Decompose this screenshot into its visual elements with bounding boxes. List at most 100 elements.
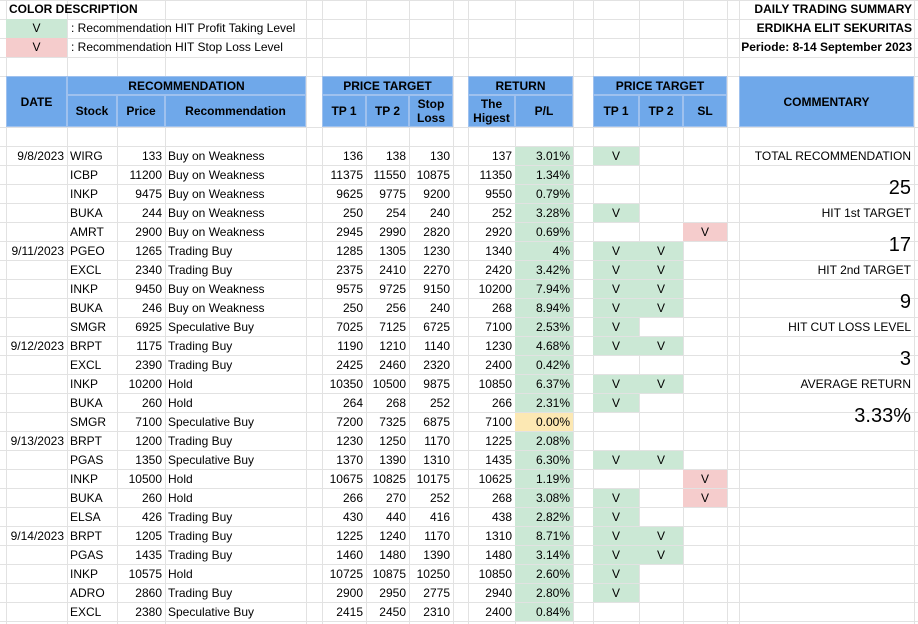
cell-date bbox=[6, 508, 67, 526]
cell-pl: 2.60% bbox=[515, 565, 573, 583]
cell-date bbox=[6, 489, 67, 507]
cell-stop-loss: 2270 bbox=[423, 263, 450, 277]
cell-date bbox=[6, 394, 67, 412]
cell-hit-tp1: V bbox=[593, 318, 639, 336]
cell-hit-tp1 bbox=[593, 432, 639, 450]
cell-price: 10500 bbox=[128, 472, 162, 486]
legend-red-swatch: V bbox=[6, 38, 67, 57]
cell-price: 9450 bbox=[135, 282, 162, 296]
header-price-target-group: PRICE TARGET bbox=[322, 76, 453, 95]
cell-highest: 7100 bbox=[485, 415, 512, 429]
cell-hit-tp1: V bbox=[593, 451, 639, 469]
cell-hit-tp2 bbox=[639, 565, 683, 583]
header-stock: Stock bbox=[67, 95, 117, 127]
cell-hit-sl bbox=[683, 584, 727, 602]
cell-tp2: 10825 bbox=[372, 472, 406, 486]
cell-stock: PGAS bbox=[70, 453, 104, 467]
grid-hline bbox=[0, 165, 918, 166]
cell-hit-sl bbox=[683, 204, 727, 222]
commentary-total-value: 25 bbox=[888, 177, 911, 199]
cell-date bbox=[6, 318, 67, 336]
cell-price: 1265 bbox=[135, 244, 162, 258]
cell-hit-sl bbox=[683, 451, 727, 469]
cell-hit-tp1 bbox=[593, 413, 639, 431]
cell-recommendation: Trading Buy bbox=[168, 244, 233, 258]
cell-hit-sl bbox=[683, 337, 727, 355]
header-hit-tp2: TP 2 bbox=[639, 95, 683, 127]
cell-stock: BUKA bbox=[70, 301, 103, 315]
cell-hit-tp1 bbox=[593, 166, 639, 184]
cell-highest: 268 bbox=[491, 301, 512, 315]
legend-green-text: : Recommendation HIT Profit Taking Level bbox=[71, 21, 296, 35]
cell-hit-tp2 bbox=[639, 166, 683, 184]
cell-price: 7100 bbox=[135, 415, 162, 429]
cell-tp1: 7025 bbox=[336, 320, 363, 334]
cell-date bbox=[6, 565, 67, 583]
header-hit-group: PRICE TARGET bbox=[593, 76, 727, 95]
cell-date bbox=[6, 375, 67, 393]
cell-hit-sl bbox=[683, 185, 727, 203]
cell-hit-sl bbox=[683, 318, 727, 336]
cell-stop-loss: 1170 bbox=[424, 529, 450, 543]
cell-stock: EXCL bbox=[70, 358, 102, 372]
cell-highest: 1230 bbox=[485, 339, 512, 353]
cell-highest: 2400 bbox=[485, 605, 512, 619]
cell-highest: 10625 bbox=[478, 472, 512, 486]
cell-pl: 0.00% bbox=[515, 413, 573, 431]
header-recommendation: Recommendation bbox=[165, 95, 306, 127]
cell-stop-loss: 6725 bbox=[423, 320, 450, 334]
cell-recommendation: Speculative Buy bbox=[168, 453, 255, 467]
cell-hit-sl bbox=[683, 394, 727, 412]
cell-hit-sl bbox=[683, 242, 727, 260]
cell-recommendation: Trading Buy bbox=[168, 586, 233, 600]
cell-highest: 2920 bbox=[485, 225, 512, 239]
legend-red-text: : Recommendation HIT Stop Loss Level bbox=[71, 40, 283, 54]
grid-hline bbox=[0, 564, 918, 565]
cell-stock: PGAS bbox=[70, 548, 104, 562]
cell-tp1: 250 bbox=[342, 301, 363, 315]
grid-hline bbox=[0, 184, 918, 185]
cell-date: 9/11/2023 bbox=[11, 244, 65, 258]
cell-price: 1205 bbox=[135, 529, 162, 543]
cell-hit-tp1: V bbox=[593, 489, 639, 507]
cell-tp2: 1210 bbox=[379, 339, 406, 353]
grid-hline bbox=[0, 374, 918, 375]
grid-hline bbox=[0, 545, 918, 546]
cell-date bbox=[6, 584, 67, 602]
grid-vline bbox=[165, 0, 166, 624]
cell-tp2: 254 bbox=[385, 206, 406, 220]
cell-highest: 10850 bbox=[478, 567, 512, 581]
commentary-tp1-value: 17 bbox=[888, 234, 911, 256]
cell-pl: 2.82% bbox=[515, 508, 573, 526]
cell-stock: ADRO bbox=[70, 586, 105, 600]
cell-tp1: 430 bbox=[342, 510, 363, 524]
cell-highest: 2400 bbox=[485, 358, 512, 372]
cell-recommendation: Buy on Weakness bbox=[168, 225, 265, 239]
report-period: Periode: 8-14 September 2023 bbox=[741, 40, 912, 54]
cell-tp1: 250 bbox=[342, 206, 363, 220]
cell-hit-sl bbox=[683, 432, 727, 450]
grid-vline bbox=[453, 0, 454, 624]
cell-price: 260 bbox=[141, 491, 162, 505]
cell-price: 2380 bbox=[135, 605, 162, 619]
cell-tp2: 2450 bbox=[379, 605, 406, 619]
cell-recommendation: Hold bbox=[168, 396, 193, 410]
commentary-tp2-value: 9 bbox=[899, 291, 911, 313]
cell-pl: 2.31% bbox=[515, 394, 573, 412]
cell-tp2: 1240 bbox=[379, 529, 406, 543]
cell-pl: 3.01% bbox=[515, 147, 573, 165]
grid-vline bbox=[727, 0, 728, 624]
grid-vline bbox=[683, 0, 684, 624]
cell-stop-loss: 1230 bbox=[423, 244, 450, 258]
cell-tp2: 1250 bbox=[379, 434, 406, 448]
cell-hit-tp1: V bbox=[593, 261, 639, 279]
cell-recommendation: Hold bbox=[168, 491, 193, 505]
cell-price: 1350 bbox=[135, 453, 162, 467]
grid-hline bbox=[0, 431, 918, 432]
cell-tp1: 266 bbox=[342, 491, 363, 505]
cell-pl: 2.80% bbox=[515, 584, 573, 602]
grid-vline bbox=[366, 0, 367, 624]
cell-pl: 4.68% bbox=[515, 337, 573, 355]
cell-tp1: 1225 bbox=[336, 529, 363, 543]
header-tp1: TP 1 bbox=[322, 95, 366, 127]
